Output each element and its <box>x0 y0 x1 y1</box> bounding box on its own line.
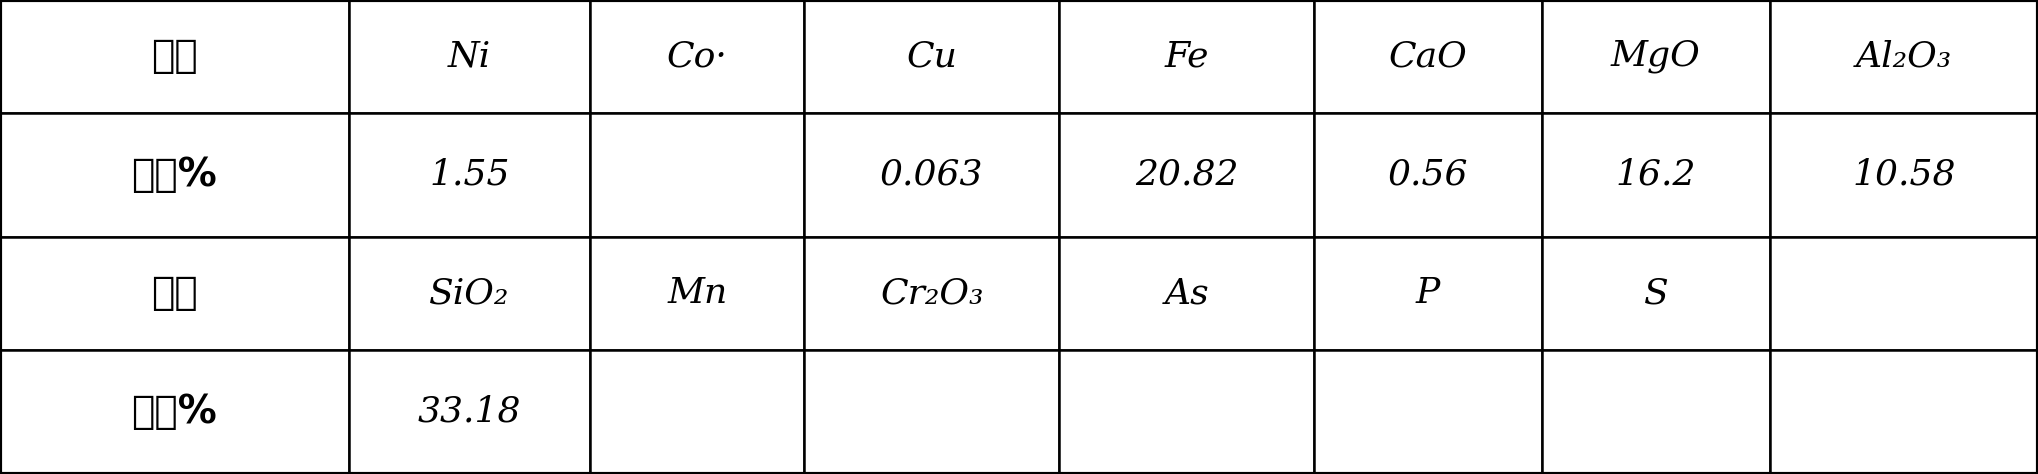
Bar <box>348 113 589 237</box>
Bar <box>1769 237 2038 350</box>
Bar <box>589 350 805 474</box>
Text: 16.2: 16.2 <box>1616 158 1696 192</box>
Bar <box>348 237 589 350</box>
Text: 1.55: 1.55 <box>430 158 510 192</box>
Bar <box>1315 0 1543 113</box>
Bar <box>348 0 589 113</box>
Text: 含量%: 含量% <box>130 393 218 431</box>
Text: 0.56: 0.56 <box>1388 158 1467 192</box>
Bar <box>1060 237 1315 350</box>
Bar <box>0 237 348 350</box>
Bar <box>805 0 1060 113</box>
Bar <box>1315 113 1543 237</box>
Bar <box>589 237 805 350</box>
Bar <box>1543 237 1769 350</box>
Text: 10.58: 10.58 <box>1853 158 1956 192</box>
Text: Al₂O₃: Al₂O₃ <box>1857 39 1952 73</box>
Bar <box>805 113 1060 237</box>
Bar <box>0 0 348 113</box>
Bar <box>1060 350 1315 474</box>
Text: As: As <box>1164 276 1209 310</box>
Bar <box>1543 0 1769 113</box>
Text: 含量%: 含量% <box>130 156 218 194</box>
Bar <box>1769 113 2038 237</box>
Bar <box>805 237 1060 350</box>
Bar <box>1769 0 2038 113</box>
Text: Ni: Ni <box>448 39 491 73</box>
Text: Fe: Fe <box>1164 39 1209 73</box>
Bar <box>1543 350 1769 474</box>
Bar <box>1315 350 1543 474</box>
Bar <box>1060 0 1315 113</box>
Bar <box>1543 113 1769 237</box>
Text: 33.18: 33.18 <box>418 395 522 429</box>
Text: 0.063: 0.063 <box>880 158 984 192</box>
Text: CaO: CaO <box>1388 39 1467 73</box>
Text: Mn: Mn <box>666 276 728 310</box>
Bar <box>805 350 1060 474</box>
Bar <box>1060 113 1315 237</box>
Text: 20.82: 20.82 <box>1135 158 1239 192</box>
Text: MgO: MgO <box>1610 39 1702 73</box>
Bar <box>0 350 348 474</box>
Text: Cr₂O₃: Cr₂O₃ <box>880 276 984 310</box>
Bar <box>0 113 348 237</box>
Bar <box>589 113 805 237</box>
Bar <box>348 350 589 474</box>
Bar <box>1769 350 2038 474</box>
Text: 元素: 元素 <box>151 274 198 312</box>
Text: Co·: Co· <box>666 39 728 73</box>
Text: 元素: 元素 <box>151 37 198 75</box>
Text: SiO₂: SiO₂ <box>430 276 510 310</box>
Text: S: S <box>1643 276 1669 310</box>
Text: P: P <box>1416 276 1441 310</box>
Bar <box>1315 237 1543 350</box>
Bar <box>589 0 805 113</box>
Text: Cu: Cu <box>907 39 958 73</box>
